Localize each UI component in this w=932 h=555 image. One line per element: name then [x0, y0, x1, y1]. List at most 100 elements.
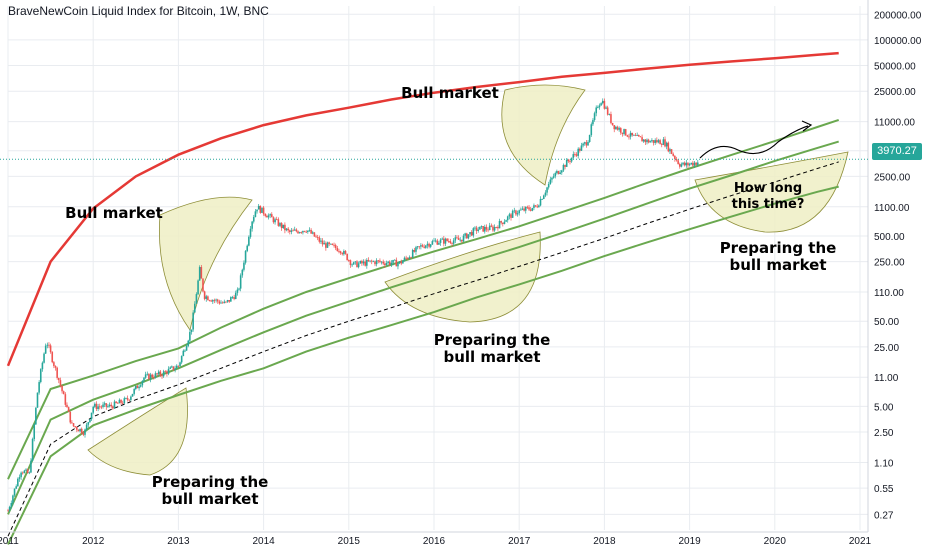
- candle-body: [524, 206, 527, 211]
- price-candles: [7, 98, 699, 513]
- candle-body: [436, 240, 439, 245]
- candle-body: [289, 230, 291, 232]
- candle-body: [456, 237, 458, 239]
- candle-body: [153, 377, 155, 379]
- candle-body: [670, 149, 673, 154]
- candle-body: [175, 365, 178, 369]
- chart-title: BraveNewCoin Liquid Index for Bitcoin, 1…: [8, 4, 269, 18]
- candle-body: [451, 242, 453, 244]
- y-tick-label: 11000.00: [874, 118, 915, 129]
- candle-body: [690, 162, 693, 165]
- candle-body: [425, 245, 427, 248]
- candle-body: [121, 402, 124, 404]
- y-tick-label: 200000.00: [874, 10, 922, 21]
- candle-body: [587, 142, 589, 146]
- candle-body: [406, 257, 409, 259]
- candle-body: [546, 187, 548, 193]
- candle-body: [167, 368, 170, 374]
- candle-body: [441, 238, 443, 240]
- candle-body: [334, 245, 337, 249]
- candle-body: [621, 132, 624, 134]
- candle-body: [601, 100, 604, 104]
- candle-body: [164, 371, 167, 373]
- candle-body: [492, 226, 494, 231]
- candle-body: [76, 427, 78, 430]
- candle-body: [544, 192, 547, 196]
- candle-body: [90, 412, 93, 420]
- y-tick-label: 2500.00: [874, 172, 911, 183]
- candle-body: [326, 242, 329, 248]
- candle-body: [197, 280, 199, 295]
- candle-body: [23, 470, 26, 474]
- candle-body: [61, 385, 63, 392]
- candle-body: [177, 365, 180, 367]
- candle-body: [148, 373, 150, 380]
- candle-body: [539, 199, 542, 206]
- candle-body: [420, 245, 422, 247]
- candle-body: [495, 226, 498, 228]
- candle-body: [472, 228, 475, 236]
- candle-body: [505, 220, 507, 222]
- candle-body: [193, 303, 196, 313]
- candle-body: [633, 134, 635, 136]
- candle-body: [656, 140, 658, 143]
- candle-body: [149, 374, 152, 380]
- candle-body: [680, 164, 683, 167]
- candle-body: [300, 232, 303, 234]
- candle-body: [693, 162, 696, 166]
- candle-body: [488, 225, 491, 231]
- x-tick-label: 2014: [252, 536, 275, 547]
- candle-body: [87, 422, 90, 425]
- annotation-text: Preparing the: [433, 331, 551, 349]
- candle-body: [311, 232, 314, 234]
- candle-body: [482, 226, 484, 232]
- candle-body: [631, 132, 634, 136]
- candle-body: [98, 406, 101, 408]
- candle-body: [308, 229, 311, 231]
- candle-body: [413, 249, 416, 252]
- candle-body: [500, 221, 502, 223]
- candle-body: [547, 184, 550, 188]
- candle-body: [85, 424, 88, 430]
- y-tick-label: 11.00: [874, 373, 899, 384]
- candle-body: [580, 145, 583, 151]
- candle-body: [328, 242, 330, 245]
- candle-body: [302, 230, 304, 233]
- candle-body: [71, 422, 73, 424]
- candle-body: [626, 135, 629, 137]
- trend-line-dashed: [7, 161, 839, 537]
- candle-body: [293, 229, 296, 231]
- x-tick-label: 2011: [0, 536, 19, 547]
- candle-body: [465, 233, 468, 239]
- candle-body: [349, 260, 352, 265]
- candle-body: [665, 142, 668, 147]
- candle-body: [272, 217, 275, 223]
- candle-body: [254, 211, 257, 218]
- candle-body: [613, 125, 616, 130]
- candle-body: [526, 206, 529, 208]
- candle-body: [654, 140, 656, 143]
- candle-body: [62, 391, 65, 395]
- candle-body: [695, 162, 697, 165]
- candle-body: [529, 209, 532, 211]
- candle-body: [290, 230, 293, 232]
- candle-body: [162, 371, 165, 377]
- candle-body: [64, 394, 67, 405]
- annotation-bull-market-2: Bull market: [400, 85, 500, 102]
- candle-body: [446, 238, 448, 241]
- annotation-preparing-2: Preparing the bull market: [422, 332, 562, 366]
- candle-body: [257, 205, 260, 210]
- candle-body: [233, 297, 235, 300]
- candle-body: [490, 225, 493, 227]
- candle-body: [384, 263, 386, 266]
- candle-body: [241, 269, 244, 276]
- candle-body: [226, 300, 229, 302]
- candle-body: [180, 355, 183, 363]
- candle-body: [171, 366, 173, 368]
- candle-body: [303, 230, 306, 232]
- candle-body: [274, 219, 276, 223]
- annotation-how-long: How long this time?: [713, 181, 823, 213]
- candle-body: [318, 237, 321, 242]
- candle-body: [39, 369, 42, 383]
